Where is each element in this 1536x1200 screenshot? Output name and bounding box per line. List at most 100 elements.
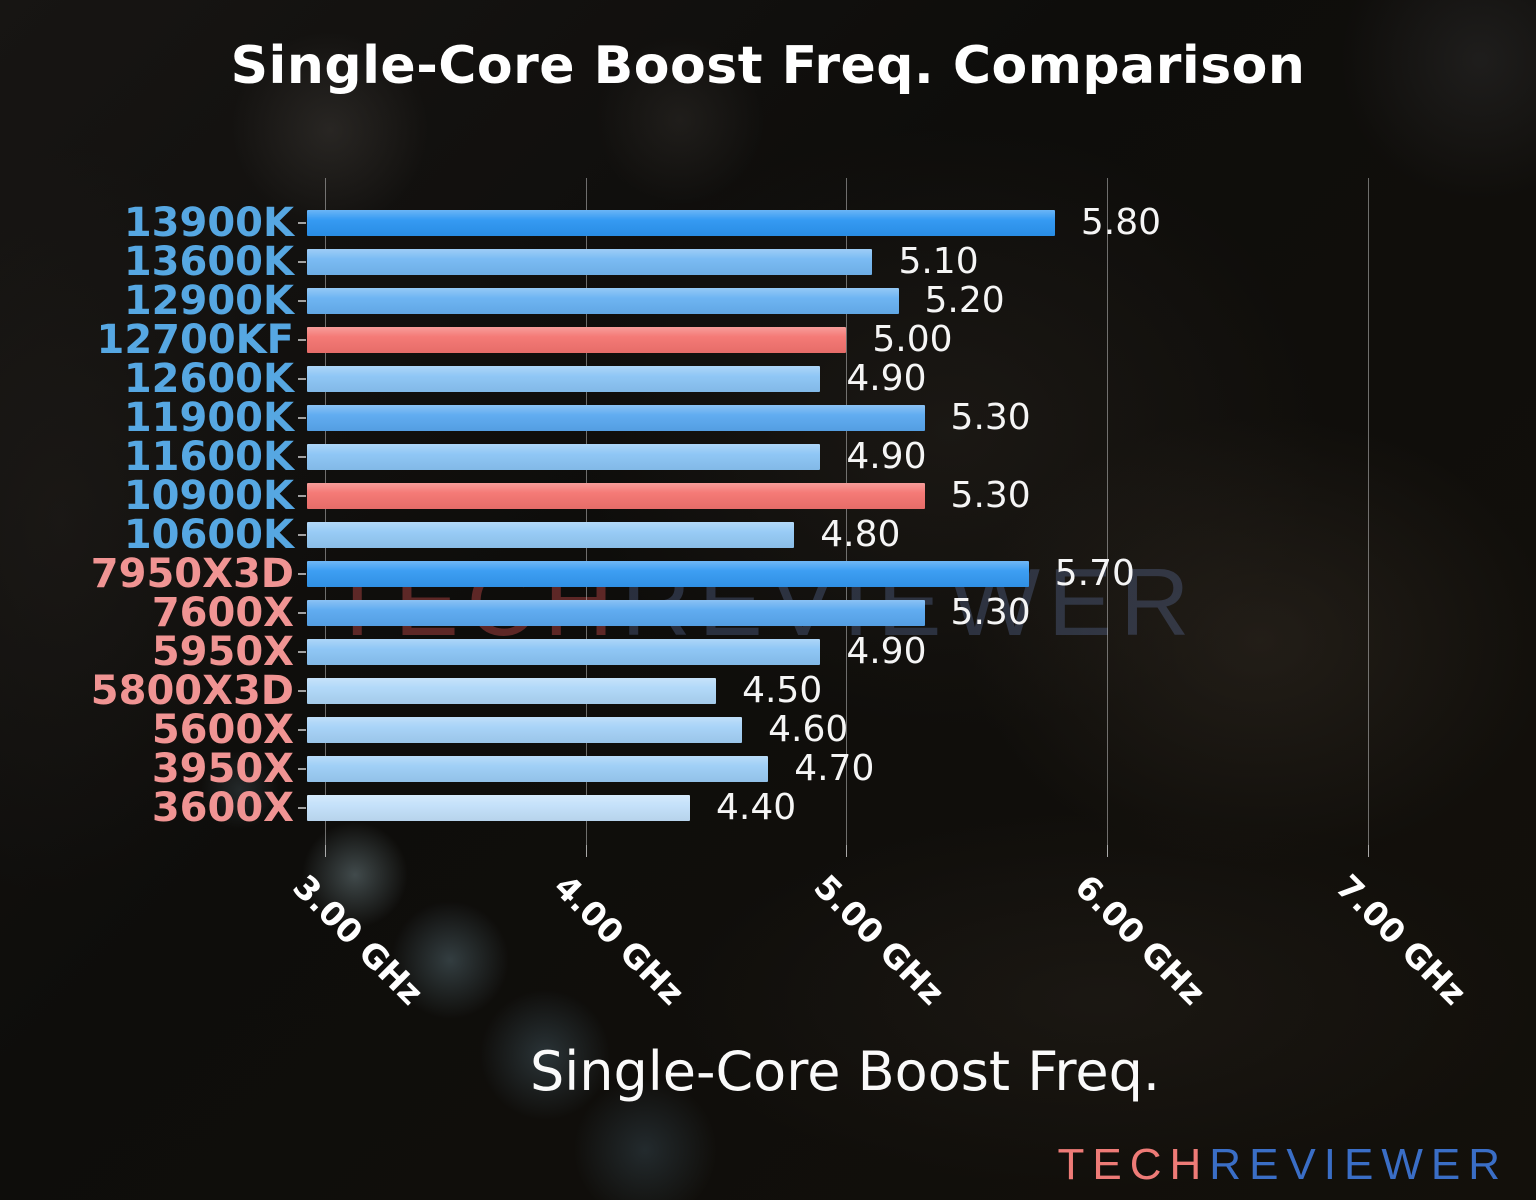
gridline [585, 178, 587, 845]
cpu-label: 12900K [123, 277, 294, 324]
bar [307, 794, 691, 821]
x-axis-title-box: Single-Core Boost Freq. [250, 1040, 1440, 1103]
value-label: 4.50 [742, 669, 823, 711]
bars: 13900K 5.80 13600K 5.10 12900K 5.20 12700KF 5.0… [91, 178, 1490, 845]
brand-logo: TECHREVIEWER [1058, 1140, 1508, 1190]
bar [307, 560, 1029, 587]
bar [307, 326, 847, 353]
bar-row: 3600X 4.40 [152, 786, 1490, 828]
y-tick [298, 767, 306, 770]
value-label: 4.80 [820, 513, 901, 555]
cpu-label: 11900K [123, 394, 294, 441]
y-tick [298, 260, 306, 263]
bar-row: 5950X 4.90 [152, 630, 1490, 672]
y-tick [298, 572, 306, 575]
bar-row: 11900K 5.30 [124, 396, 1490, 438]
value-label: 5.70 [1054, 552, 1135, 594]
gridline [1106, 178, 1108, 845]
bar [307, 521, 795, 548]
x-tick [585, 845, 587, 857]
x-tick-label: 6.00 GHz [1067, 867, 1213, 1013]
value-label: 5.10 [898, 240, 979, 282]
value-label: 5.20 [924, 279, 1005, 321]
bar-row: 5800X3D 4.50 [91, 669, 1490, 711]
cpu-label: 3600X [151, 784, 294, 831]
cpu-label: 12600K [123, 355, 294, 402]
value-label: 5.00 [872, 318, 953, 360]
gridline [325, 178, 327, 845]
x-axis-title: Single-Core Boost Freq. [529, 1040, 1161, 1103]
x-tick [325, 845, 327, 857]
bar-row: 10600K 4.80 [124, 513, 1490, 555]
bar [307, 209, 1055, 236]
bar-row: 10900K 5.30 [124, 474, 1490, 516]
bar [307, 599, 925, 626]
cpu-label: 13600K [123, 238, 294, 285]
value-label: 4.90 [846, 357, 927, 399]
y-tick [298, 221, 306, 224]
bar-row: 12600K 4.90 [124, 357, 1490, 399]
bar-row: 13900K 5.80 [124, 201, 1490, 243]
cpu-label: 7950X3D [90, 550, 294, 597]
bar [307, 443, 821, 470]
gridline [1367, 178, 1369, 845]
value-label: 4.90 [846, 435, 927, 477]
y-tick [298, 689, 306, 692]
brand-logo-tech: TECH [1057, 1140, 1210, 1189]
y-tick [298, 338, 306, 341]
bar-row: 12900K 5.20 [124, 279, 1490, 321]
bar-row: 13600K 5.10 [124, 240, 1490, 282]
value-label: 4.40 [716, 786, 797, 828]
chart-title: Single-Core Boost Freq. Comparison [230, 36, 1306, 96]
cpu-label: 5800X3D [90, 667, 294, 714]
gridline [846, 178, 848, 845]
bar-row: 3950X 4.70 [152, 747, 1490, 789]
value-label: 5.30 [950, 474, 1031, 516]
x-tick-label: 4.00 GHz [546, 867, 692, 1013]
cpu-label: 11600K [123, 433, 294, 480]
cpu-label: 7600X [151, 589, 294, 636]
cpu-label: 13900K [123, 199, 294, 246]
y-tick [298, 299, 306, 302]
y-tick [298, 728, 306, 731]
cpu-label: 3950X [151, 745, 294, 792]
y-tick [298, 377, 306, 380]
y-tick [298, 650, 306, 653]
bar [307, 404, 925, 431]
value-label: 5.30 [950, 396, 1031, 438]
cpu-label: 12700KF [96, 316, 294, 363]
brand-logo-reviewer: REVIEWER [1209, 1140, 1508, 1189]
y-tick [298, 455, 306, 458]
value-label: 5.30 [950, 591, 1031, 633]
bar [307, 755, 769, 782]
x-tick [1106, 845, 1108, 857]
bar [307, 638, 821, 665]
x-tick [846, 845, 848, 857]
bar-row: 5600X 4.60 [152, 708, 1490, 750]
cpu-label: 10600K [123, 511, 294, 558]
y-tick [298, 533, 306, 536]
bar [307, 677, 717, 704]
cpu-label: 5600X [151, 706, 294, 753]
y-tick [298, 494, 306, 497]
cpu-label: 5950X [151, 628, 294, 675]
bar [307, 365, 821, 392]
bar-row: 7950X3D 5.70 [91, 552, 1490, 594]
bar [307, 248, 873, 275]
x-tick-label: 5.00 GHz [806, 867, 953, 1013]
plot-area: 3.00 GHz 4.00 GHz 5.00 GHz 6.00 GHz 7.00 GHz… [91, 178, 1490, 1013]
value-label: 5.80 [1080, 201, 1161, 243]
bar-row: 12700KF 5.00 [97, 318, 1490, 360]
y-tick [298, 806, 306, 809]
value-label: 4.70 [794, 747, 875, 789]
bar [307, 287, 899, 314]
value-label: 4.90 [846, 630, 927, 672]
value-label: 4.60 [768, 708, 849, 750]
x-tick-label: 7.00 GHz [1327, 867, 1474, 1013]
bar [307, 716, 743, 743]
x-tick-label: 3.00 GHz [285, 867, 432, 1013]
bar [307, 482, 925, 509]
y-tick [298, 611, 306, 614]
y-tick [298, 416, 306, 419]
bar-row: 7600X 5.30 [152, 591, 1490, 633]
